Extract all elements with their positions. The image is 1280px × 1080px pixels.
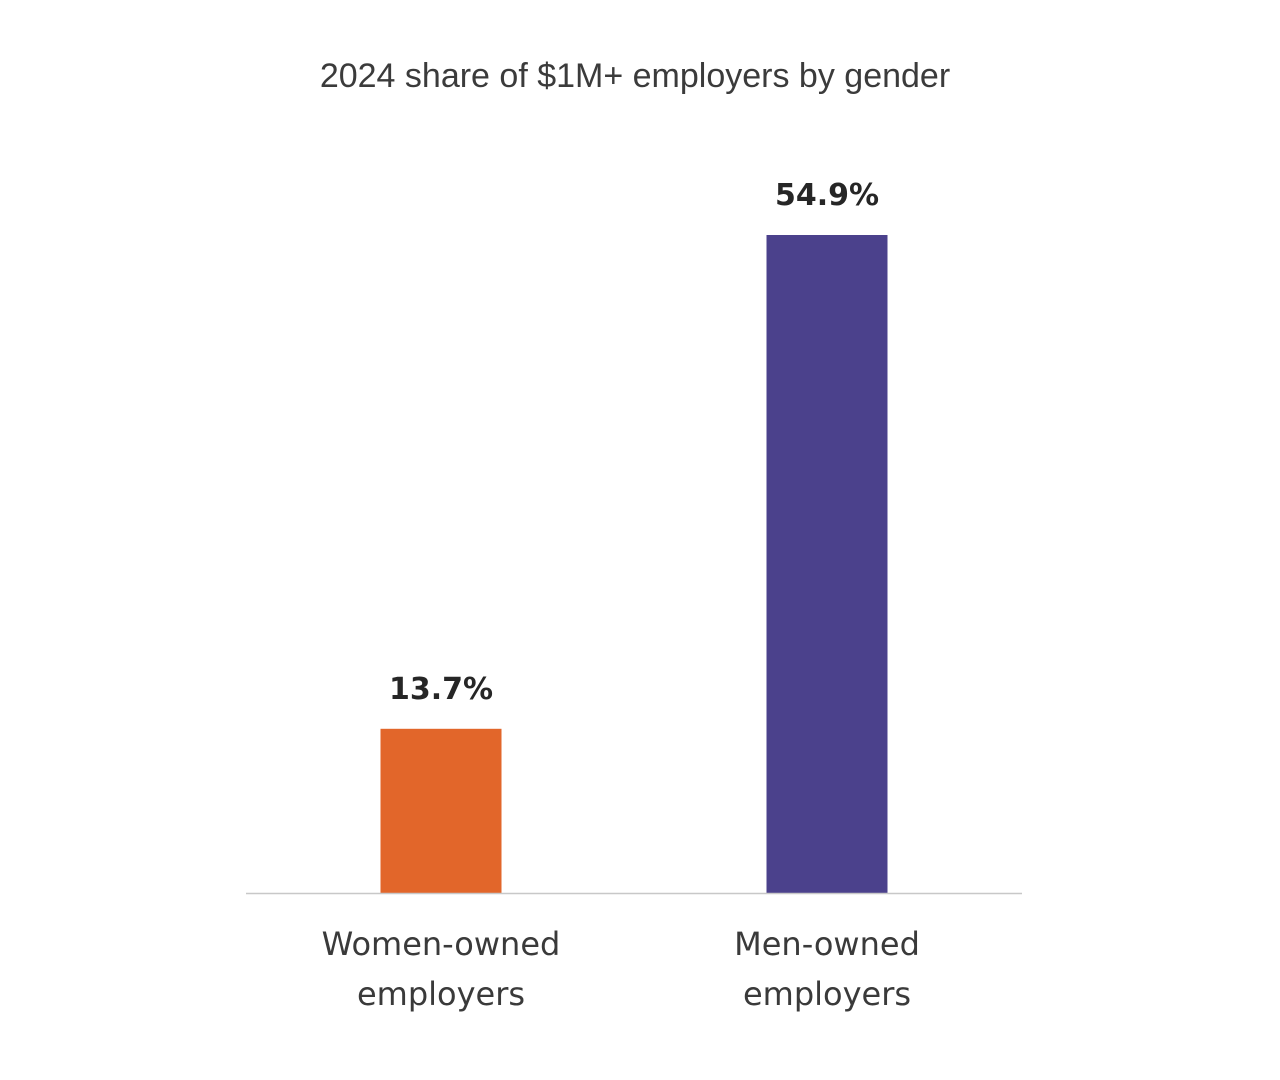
bar-0: [380, 728, 502, 893]
bar-1: [766, 235, 888, 893]
category-label-1-line-0: Men-owned: [734, 925, 920, 963]
data-label-0: 13.7%: [389, 672, 493, 707]
category-label-1-line-1: employers: [743, 975, 911, 1013]
category-label-0-line-0: Women-owned: [322, 925, 561, 963]
chart-title: 2024 share of $1M+ employers by gender: [319, 57, 951, 95]
data-label-1: 54.9%: [775, 178, 879, 213]
category-label-0-line-1: employers: [357, 975, 525, 1013]
